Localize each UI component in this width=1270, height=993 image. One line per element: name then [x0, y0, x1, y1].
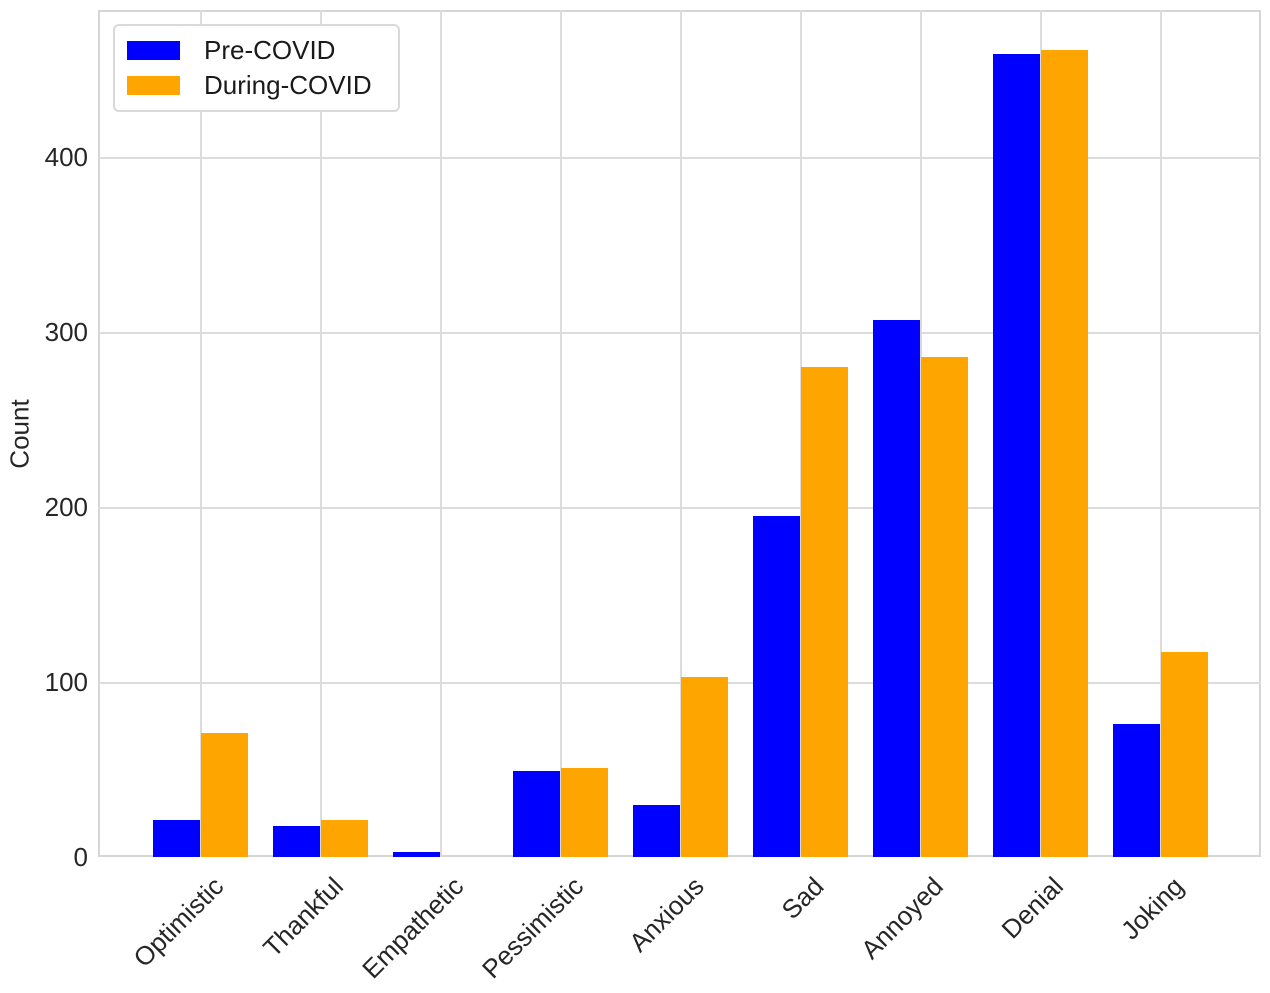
bar-pre-covid-anxious: [633, 804, 680, 857]
y-tick-label-100: 100: [44, 667, 88, 697]
bar-during-covid-sad: [801, 367, 848, 857]
y-tick-label-300: 300: [44, 317, 88, 347]
x-tick-label-sad: Sad: [775, 871, 830, 925]
bar-pre-covid-joking: [1113, 724, 1160, 857]
legend-swatch-during-covid: [127, 76, 180, 95]
gridline-x-anxious: [680, 10, 682, 857]
y-tick-label-400: 400: [44, 142, 88, 172]
bar-pre-covid-empathetic: [393, 851, 440, 857]
y-tick-label-200: 200: [44, 492, 88, 522]
bar-during-covid-joking: [1161, 652, 1208, 857]
x-tick-label-joking: Joking: [1114, 871, 1190, 946]
bar-during-covid-annoyed: [921, 356, 968, 857]
bar-pre-covid-annoyed: [873, 319, 920, 857]
gridline-y-400: [98, 157, 1261, 159]
gridline-y-200: [98, 507, 1261, 509]
gridline-x-pessimistic: [560, 10, 562, 857]
bar-during-covid-denial: [1041, 50, 1088, 857]
bar-during-covid-pessimistic: [561, 767, 608, 857]
gridline-x-joking: [1160, 10, 1162, 857]
bar-pre-covid-denial: [993, 53, 1040, 857]
legend-label-pre-covid: Pre-COVID: [204, 35, 336, 65]
y-axis-title: Count: [4, 399, 35, 469]
x-tick-label-anxious: Anxious: [622, 871, 710, 958]
bar-during-covid-anxious: [681, 676, 728, 857]
legend-label-during-covid: During-COVID: [204, 70, 372, 100]
bar-pre-covid-pessimistic: [513, 771, 560, 857]
gridline-x-thankful: [320, 10, 322, 857]
bar-during-covid-thankful: [321, 820, 368, 857]
x-tick-label-annoyed: Annoyed: [855, 871, 950, 965]
legend-item-during-covid: During-COVID: [127, 68, 372, 103]
gridline-x-optimistic: [200, 10, 202, 857]
gridline-y-300: [98, 332, 1261, 334]
bar-pre-covid-thankful: [273, 825, 320, 857]
legend-swatch-pre-covid: [127, 41, 180, 60]
bar-during-covid-optimistic: [201, 732, 248, 857]
gridline-x-empathetic: [440, 10, 442, 857]
x-tick-label-optimistic: Optimistic: [127, 871, 230, 973]
bar-pre-covid-sad: [753, 515, 800, 857]
x-tick-label-thankful: Thankful: [257, 871, 350, 963]
x-tick-label-pessimistic: Pessimistic: [476, 871, 590, 985]
bar-pre-covid-optimistic: [153, 820, 200, 857]
legend-item-pre-covid: Pre-COVID: [127, 33, 372, 68]
y-tick-label-0: 0: [73, 842, 88, 872]
x-tick-label-denial: Denial: [995, 871, 1070, 945]
x-tick-label-empathetic: Empathetic: [356, 871, 470, 985]
legend: Pre-COVID During-COVID: [113, 24, 400, 112]
gridline-y-100: [98, 682, 1261, 684]
